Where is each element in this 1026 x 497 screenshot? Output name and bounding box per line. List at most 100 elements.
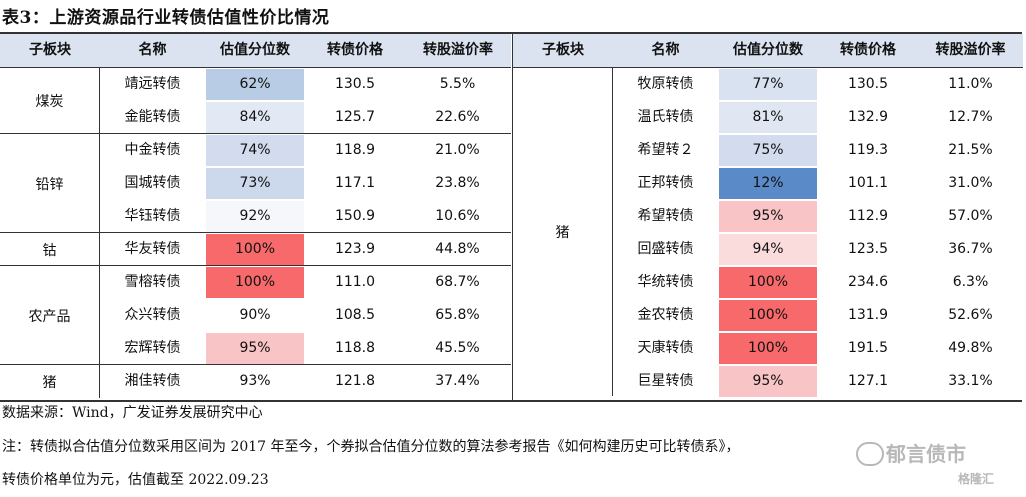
left-name-cell: 湘佳转债 [124, 373, 181, 389]
right-premium-cell: 33.1% [948, 373, 993, 389]
header-name: 名称 [651, 42, 680, 58]
right-pct-cell: 94% [752, 241, 784, 257]
header-premium: 转股溢价率 [935, 42, 1006, 58]
watermark-text: 郁言债市 [886, 442, 966, 466]
left-subsector-cell: 农产品 [0, 266, 100, 365]
right-pct-cell: 77% [752, 76, 784, 92]
right-premium-cell: 36.7% [948, 241, 993, 257]
method-note-tail: 转债 [676, 439, 705, 455]
method-note-text: 注：转债拟合估值分位数采用区间为 2017 年至今，个券拟合估值分位数的算法参考… [2, 439, 677, 455]
left-pct-cell: 92% [239, 208, 271, 224]
right-pct-cell: 95% [752, 208, 784, 224]
right-table-half: 子板块 名称 估值分位数 转债价格 转股溢价率 牧原转债 77% 130.5 11.0… [512, 34, 1023, 400]
left-pct-shade [206, 135, 304, 166]
left-pct-shade [206, 267, 304, 298]
right-pct-cell: 81% [752, 109, 784, 125]
left-price-cell: 123.9 [334, 241, 376, 257]
left-premium-cell: 68.7% [435, 274, 480, 290]
left-pct-cell: 74% [239, 142, 271, 158]
group-divider [0, 364, 511, 365]
right-premium-cell: 49.8% [948, 340, 993, 356]
left-price-cell: 117.1 [334, 175, 376, 191]
right-premium-cell: 57.0% [948, 208, 993, 224]
valuation-table: 子板块 名称 估值分位数 转债价格 转股溢价率 靖远转债 62% 130.5 5.5%… [0, 32, 1023, 402]
right-pct-cell: 12% [752, 175, 784, 191]
left-name-cell: 华钰转债 [124, 208, 181, 224]
left-pct-cell: 73% [239, 175, 271, 191]
left-price-cell: 125.7 [334, 109, 376, 125]
right-premium-cell: 21.5% [948, 142, 993, 158]
right-price-cell: 130.5 [847, 76, 889, 92]
right-pct-shade [719, 201, 817, 232]
right-pct-cell: 95% [752, 373, 784, 389]
left-name-cell: 宏辉转债 [124, 340, 181, 356]
right-premium-cell: 31.0% [948, 175, 993, 191]
left-name-cell: 众兴转债 [124, 307, 181, 323]
right-price-cell: 119.3 [847, 142, 889, 158]
left-pct-shade [206, 168, 304, 199]
right-pct-cell: 75% [752, 142, 784, 158]
right-header-row: 子板块 名称 估值分位数 转债价格 转股溢价率 [513, 34, 1023, 68]
left-pct-cell: 100% [234, 241, 276, 257]
right-pct-shade [719, 168, 817, 199]
left-name-cell: 华友转债 [124, 241, 181, 257]
right-premium-cell: 11.0% [948, 76, 993, 92]
right-price-cell: 234.6 [847, 274, 889, 290]
right-name-cell: 华统转债 [637, 274, 694, 290]
header-name: 名称 [138, 42, 167, 58]
right-pct-shade [719, 69, 817, 100]
right-price-cell: 123.5 [847, 241, 889, 257]
left-premium-cell: 10.6% [435, 208, 480, 224]
right-pct-shade [719, 267, 817, 298]
left-name-cell: 靖远转债 [124, 76, 181, 92]
left-premium-cell: 37.4% [435, 373, 480, 389]
right-name-cell: 希望转２ [637, 142, 694, 158]
left-pct-shade [206, 366, 304, 397]
right-pct-shade [719, 300, 817, 331]
watermark-brand: 格隆汇 [958, 472, 995, 486]
left-premium-cell: 5.5% [439, 76, 476, 92]
right-pct-cell: 100% [747, 307, 789, 323]
left-subsector-cell: 煤炭 [0, 68, 100, 134]
right-price-cell: 112.9 [847, 208, 889, 224]
left-name-cell: 中金转债 [124, 142, 181, 158]
left-pct-cell: 90% [239, 307, 271, 323]
left-premium-cell: 44.8% [435, 241, 480, 257]
right-name-cell: 温氏转债 [637, 109, 694, 125]
left-price-cell: 121.8 [334, 373, 376, 389]
left-price-cell: 118.9 [334, 142, 376, 158]
right-name-cell: 金农转债 [637, 307, 694, 323]
left-name-cell: 国城转债 [124, 175, 181, 191]
group-divider [0, 133, 511, 134]
unit-note: 转债价格单位为元，估值截至 2022.09.23 [2, 472, 269, 488]
method-note-end: 系》， [704, 439, 740, 455]
left-pct-cell: 62% [239, 76, 271, 92]
right-name-cell: 希望转债 [637, 208, 694, 224]
right-price-cell: 101.1 [847, 175, 889, 191]
left-premium-cell: 45.5% [435, 340, 480, 356]
right-subsector-cell: 猪 [513, 68, 613, 396]
left-subsector-cell: 猪 [0, 365, 100, 398]
left-pct-cell: 93% [239, 373, 271, 389]
left-table-half: 子板块 名称 估值分位数 转债价格 转股溢价率 靖远转债 62% 130.5 5.5%… [0, 34, 511, 400]
left-premium-cell: 65.8% [435, 307, 480, 323]
method-note: 注：转债拟合估值分位数采用区间为 2017 年至今，个券拟合估值分位数的算法参考… [2, 436, 740, 456]
group-divider [0, 232, 511, 233]
header-subsector: 子板块 [29, 42, 71, 58]
right-premium-cell: 12.7% [948, 109, 993, 125]
left-pct-cell: 95% [239, 340, 271, 356]
left-pct-shade [206, 333, 304, 364]
left-premium-cell: 22.6% [435, 109, 480, 125]
right-name-cell: 牧原转债 [637, 76, 694, 92]
right-pct-shade [719, 135, 817, 166]
left-pct-cell: 100% [234, 274, 276, 290]
right-pct-shade [719, 333, 817, 364]
header-pct: 估值分位数 [220, 42, 290, 58]
right-name-cell: 正邦转债 [637, 175, 694, 191]
left-pct-shade [206, 201, 304, 232]
right-pct-shade [719, 234, 817, 265]
left-name-cell: 金能转债 [124, 109, 181, 125]
left-subsector-cell: 铅锌 [0, 134, 100, 233]
source-note: 数据来源：Wind，广发证券发展研究中心 [2, 405, 263, 421]
right-price-cell: 127.1 [847, 373, 889, 389]
